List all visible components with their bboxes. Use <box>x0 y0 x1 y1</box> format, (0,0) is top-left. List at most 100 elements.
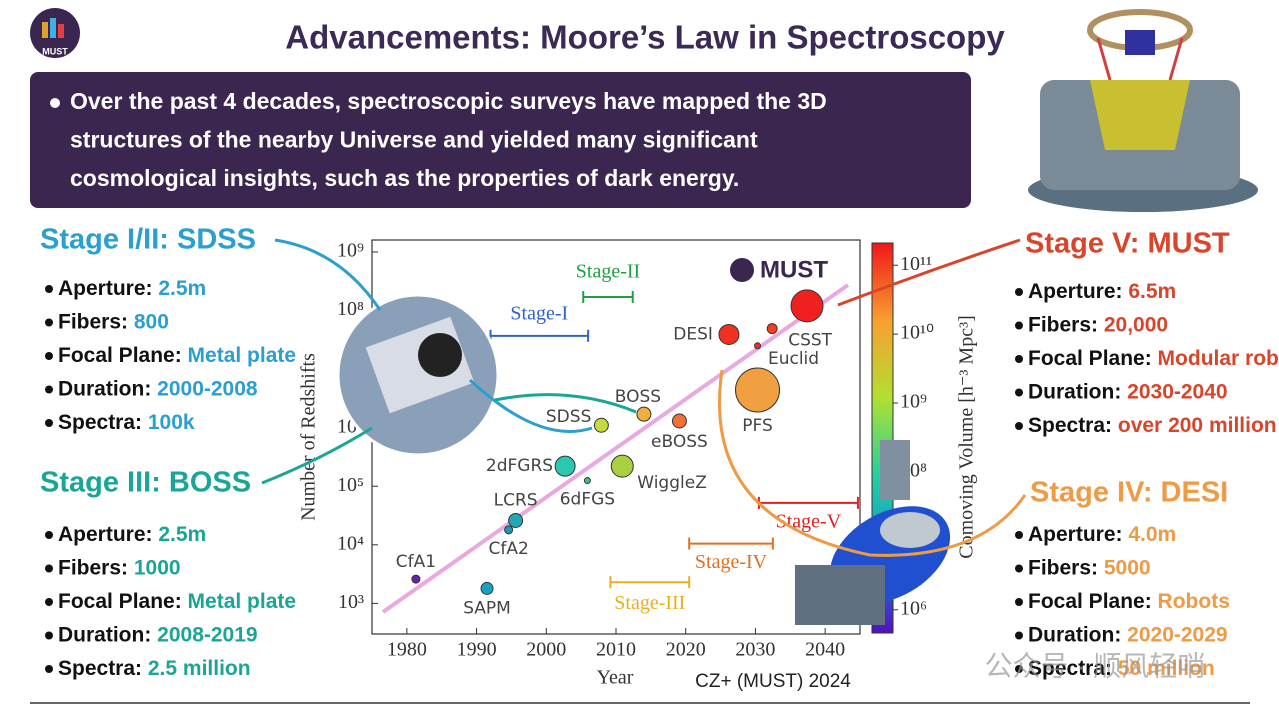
survey-bubble <box>480 581 494 595</box>
spec-value: Metal plate <box>188 590 297 613</box>
bullet <box>45 285 53 293</box>
spec-item: Focal Plane: Modular robots <box>1028 347 1279 370</box>
stage-range-label: Stage-V <box>776 510 842 532</box>
spec-item: Fibers: 1000 <box>58 556 181 579</box>
survey-label: Euclid <box>768 349 819 369</box>
x-tick-label: 2040 <box>805 639 845 661</box>
intro-line: structures of the nearby Universe and yi… <box>70 127 758 153</box>
colorbar-tick-label: 10¹¹ <box>900 253 932 275</box>
spec-value: 100k <box>148 411 195 434</box>
bullet <box>1015 288 1023 296</box>
x-tick-label: 1990 <box>457 639 497 661</box>
spec-item: Duration: 2020-2029 <box>1028 623 1228 646</box>
survey-label: CfA2 <box>488 539 528 559</box>
colorbar-tick-label: 10⁶ <box>900 597 927 619</box>
bullet <box>1015 422 1023 430</box>
spec-label: Spectra: <box>1028 657 1118 680</box>
watermark: 公众号 · 顺风轻哨 <box>985 650 1206 681</box>
bullet <box>45 598 53 606</box>
bullet <box>1015 631 1023 640</box>
arrow <box>274 238 382 311</box>
arrow <box>717 369 1027 557</box>
x-tick-label: 2030 <box>735 639 775 661</box>
chart: 1980 1990 2000 2010 2020 2030 2040 10³ 10⁴ 10⁵ 10⁶… <box>298 240 978 692</box>
spec-label: Focal Plane: <box>58 590 188 613</box>
chart-logo: MUST <box>760 256 828 283</box>
survey-label: SAPM <box>463 598 511 618</box>
survey-bubble <box>508 513 524 529</box>
sdss-telescope-photo <box>418 333 462 377</box>
arrow <box>837 238 1021 307</box>
x-tick-label: 1980 <box>387 639 427 661</box>
survey-label: BOSS <box>615 387 661 407</box>
slide-title: Advancements: Moore’s Law in Spectroscop… <box>285 19 1005 56</box>
survey-bubble <box>583 477 591 485</box>
bullet <box>1015 321 1023 330</box>
bullet <box>45 419 53 427</box>
bullet <box>1015 598 1023 606</box>
intro-line: cosmological insights, such as the prope… <box>70 165 739 191</box>
survey-bubble <box>766 323 778 335</box>
bullet <box>1015 388 1023 397</box>
spec-label: Aperture: <box>58 523 158 546</box>
spec-item: Duration: 2000-2008 <box>58 377 258 400</box>
bullet <box>1015 564 1023 573</box>
spec-label: Aperture: <box>1028 280 1128 303</box>
survey-label: LCRS <box>494 491 538 511</box>
colorbar-tick-label: 10⁹ <box>900 391 927 413</box>
trend-line <box>381 283 850 614</box>
survey-bubble <box>754 342 762 350</box>
survey-label: DESI <box>673 324 713 344</box>
x-tick-label: 2000 <box>526 639 566 661</box>
spec-value: 6.5m <box>1128 280 1176 303</box>
survey-label: 6dFGS <box>560 490 615 510</box>
spec-label: Fibers: <box>1028 313 1104 336</box>
spec-label: Duration: <box>58 377 157 400</box>
logo-icon <box>42 22 48 38</box>
spec-item: Spectra: 50 million <box>1028 657 1215 680</box>
survey-bubble <box>636 406 652 422</box>
y-tick-label: 10⁸ <box>337 298 364 320</box>
spec-value: 2.5m <box>158 277 206 300</box>
spec-value: 2.5 million <box>148 657 251 680</box>
survey-bubble <box>735 367 781 413</box>
spec-item: Aperture: 2.5m <box>58 523 206 546</box>
bullet <box>50 98 60 108</box>
y-tick-label: 10⁴ <box>337 532 364 554</box>
bullet <box>1015 355 1023 363</box>
stage-range-label: Stage-II <box>576 261 640 283</box>
stage-panels: Stage I/II: SDSS Aperture: 2.5m Fibers: 80… <box>40 224 1279 680</box>
spec-item: Fibers: 800 <box>58 310 169 333</box>
bullet <box>45 531 53 539</box>
stage-title: Stage I/II: SDSS <box>40 224 256 256</box>
spec-item: Aperture: 2.5m <box>58 277 206 300</box>
spec-value: 2000-2008 <box>157 377 258 400</box>
must-logo-icon <box>730 258 754 282</box>
spec-value: 800 <box>134 310 169 333</box>
spec-value: 50 million <box>1118 657 1215 680</box>
spec-label: Focal Plane: <box>1028 347 1158 370</box>
spec-value: 20,000 <box>1104 313 1168 336</box>
spec-item: Aperture: 4.0m <box>1028 523 1176 546</box>
arrow <box>494 393 637 414</box>
stage-range-label: Stage-III <box>614 592 685 614</box>
bullet <box>45 385 53 394</box>
bullet <box>45 318 53 327</box>
survey-bubble <box>671 413 687 429</box>
y-tick-label: 10⁹ <box>337 240 364 262</box>
spec-label: Fibers: <box>1028 556 1104 579</box>
spec-item: Aperture: 6.5m <box>1028 280 1176 303</box>
spec-item: Focal Plane: Metal plate <box>58 344 296 367</box>
survey-label: CfA1 <box>396 552 436 572</box>
survey-bubble <box>504 525 514 535</box>
spec-label: Fibers: <box>58 556 134 579</box>
survey-label: SDSS <box>546 407 591 427</box>
telescope-illustration <box>1028 9 1258 212</box>
stage-range-label: Stage-IV <box>695 551 768 573</box>
spec-label: Spectra: <box>58 411 148 434</box>
survey-bubble <box>610 454 634 478</box>
desi-telescope-illustration <box>795 440 951 625</box>
survey-label: WiggleZ <box>637 473 707 493</box>
survey-bubble <box>718 323 740 345</box>
